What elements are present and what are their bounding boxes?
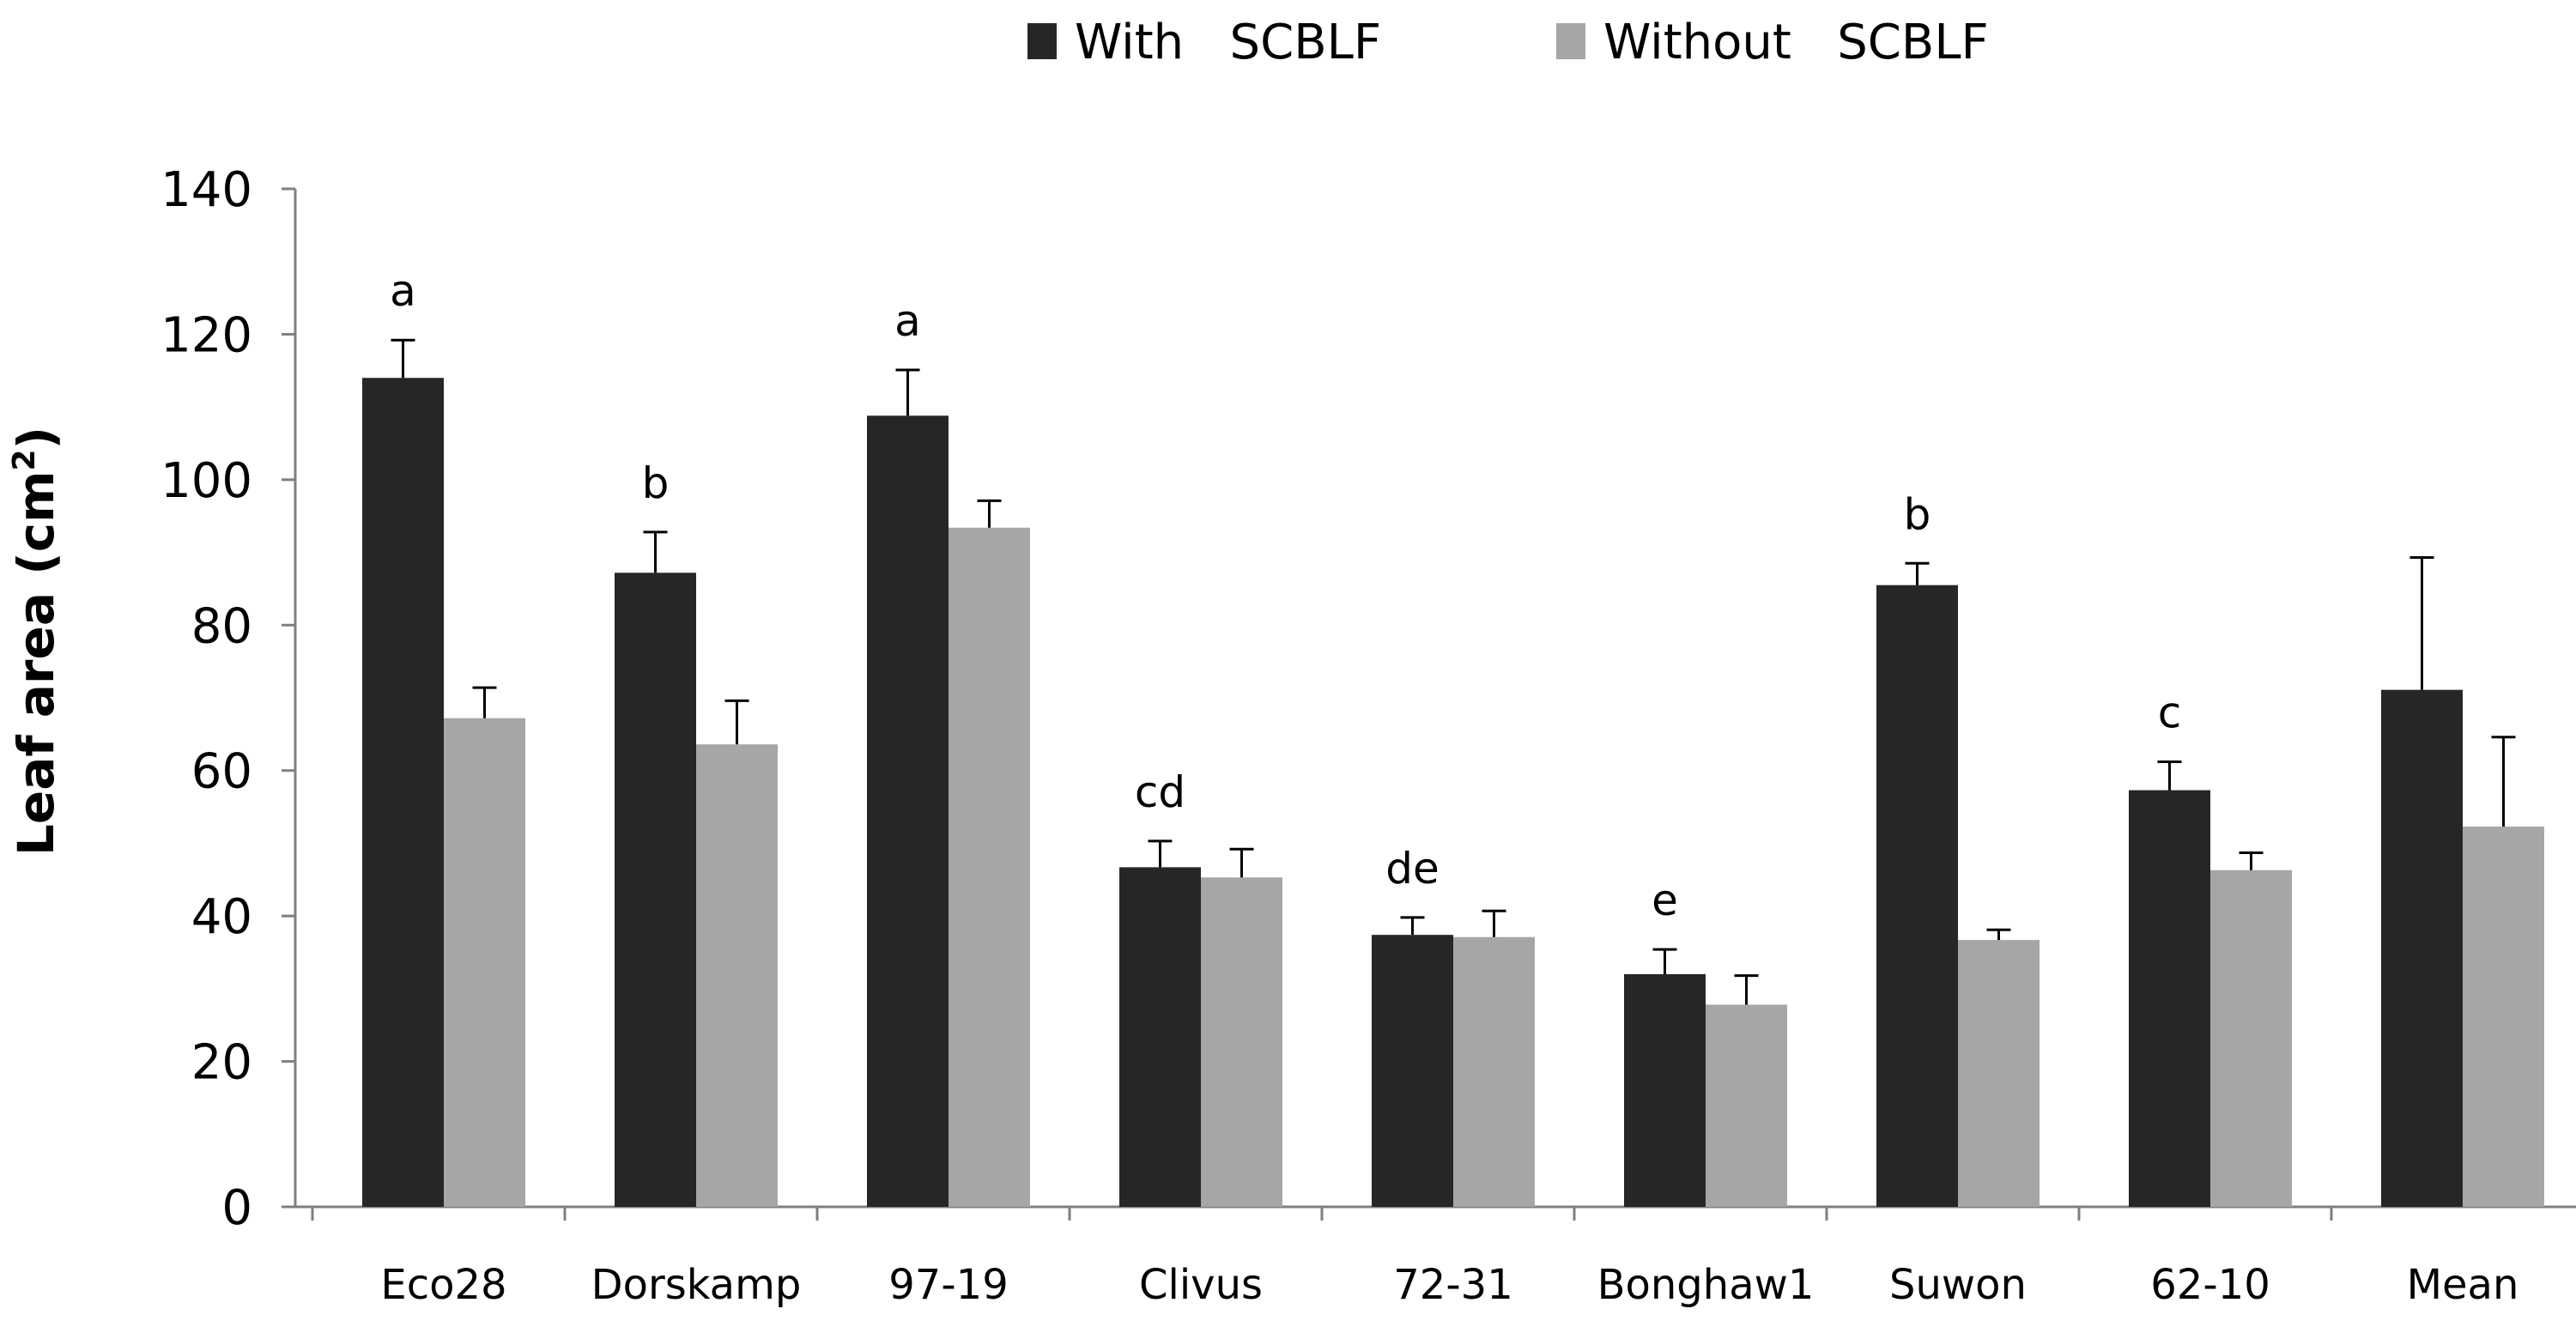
bar-without-scblf xyxy=(949,527,1030,1207)
y-tick-label: 20 xyxy=(191,1035,252,1091)
significance-letters: a b a cd de e b c xyxy=(390,266,2181,925)
y-tick-label: 120 xyxy=(161,307,252,363)
legend: With SCBLF Without SCBLF xyxy=(1027,15,1989,70)
legend-swatch-without-scblf xyxy=(1556,23,1585,59)
bar-without-scblf xyxy=(1453,936,1535,1207)
bar-with-scblf xyxy=(1624,973,1706,1207)
significance-letter: c xyxy=(2158,688,2182,738)
y-axis-title: Leaf area (cm2) xyxy=(7,427,65,856)
x-category-label: Bonghaw1 xyxy=(1597,1261,1815,1309)
significance-letter: cd xyxy=(1135,767,1185,817)
legend-label-without-scblf: Without SCBLF xyxy=(1603,15,1989,70)
x-category-label: Eco28 xyxy=(380,1261,506,1309)
legend-label-with-scblf: With SCBLF xyxy=(1075,15,1381,70)
y-tick-label: 100 xyxy=(161,453,252,509)
bar-with-scblf xyxy=(362,378,444,1207)
x-category-label: Clivus xyxy=(1139,1261,1263,1309)
category-labels: Eco28 Dorskamp 97-19 Clivus 72-31 Bonghaw1 Suw… xyxy=(380,1261,2518,1309)
bar-with-scblf xyxy=(2129,790,2210,1207)
bar-without-scblf xyxy=(1958,940,2040,1207)
y-tick-label: 140 xyxy=(161,162,252,218)
bar-without-scblf xyxy=(2210,870,2292,1207)
x-axis xyxy=(295,1205,2576,1221)
y-tick-label: 40 xyxy=(191,889,252,945)
significance-letter: de xyxy=(1385,844,1440,894)
significance-letter: a xyxy=(894,296,921,346)
x-category-label: Dorskamp xyxy=(591,1261,802,1309)
bar-with-scblf xyxy=(1876,585,1958,1207)
bar-without-scblf xyxy=(1706,1004,1787,1207)
x-category-label: 62-10 xyxy=(2150,1261,2270,1309)
y-tick-label: 60 xyxy=(191,744,252,800)
significance-letter: a xyxy=(390,266,416,316)
x-category-label: 97-19 xyxy=(888,1261,1008,1309)
bar-with-scblf xyxy=(1119,867,1201,1207)
x-category-label: 72-31 xyxy=(1393,1261,1512,1309)
y-axis: 0 20 40 60 80 100 120 140 xyxy=(161,162,297,1236)
y-tick-label: 0 xyxy=(221,1180,252,1236)
bar-with-scblf xyxy=(1372,935,1453,1207)
y-tick-label: 80 xyxy=(191,598,252,654)
significance-letter: b xyxy=(1904,489,1931,539)
bar-with-scblf xyxy=(2381,689,2463,1207)
bar-without-scblf xyxy=(696,744,778,1207)
legend-swatch-with-scblf xyxy=(1027,23,1057,59)
bars xyxy=(362,338,2544,1207)
significance-letter: b xyxy=(642,458,670,508)
x-category-label: Suwon xyxy=(1889,1261,2027,1309)
y-axis-title-suffix: ) xyxy=(7,427,65,450)
bar-without-scblf xyxy=(1201,877,1282,1207)
bar-without-scblf xyxy=(2463,826,2544,1207)
bar-without-scblf xyxy=(444,718,525,1207)
significance-letter: e xyxy=(1652,876,1678,925)
bar-with-scblf xyxy=(615,573,696,1207)
y-axis-title-text: Leaf area (cm xyxy=(7,470,65,856)
x-category-label: Mean xyxy=(2407,1261,2519,1309)
y-axis-title-superscript: 2 xyxy=(7,449,42,470)
bar-with-scblf xyxy=(867,415,949,1207)
